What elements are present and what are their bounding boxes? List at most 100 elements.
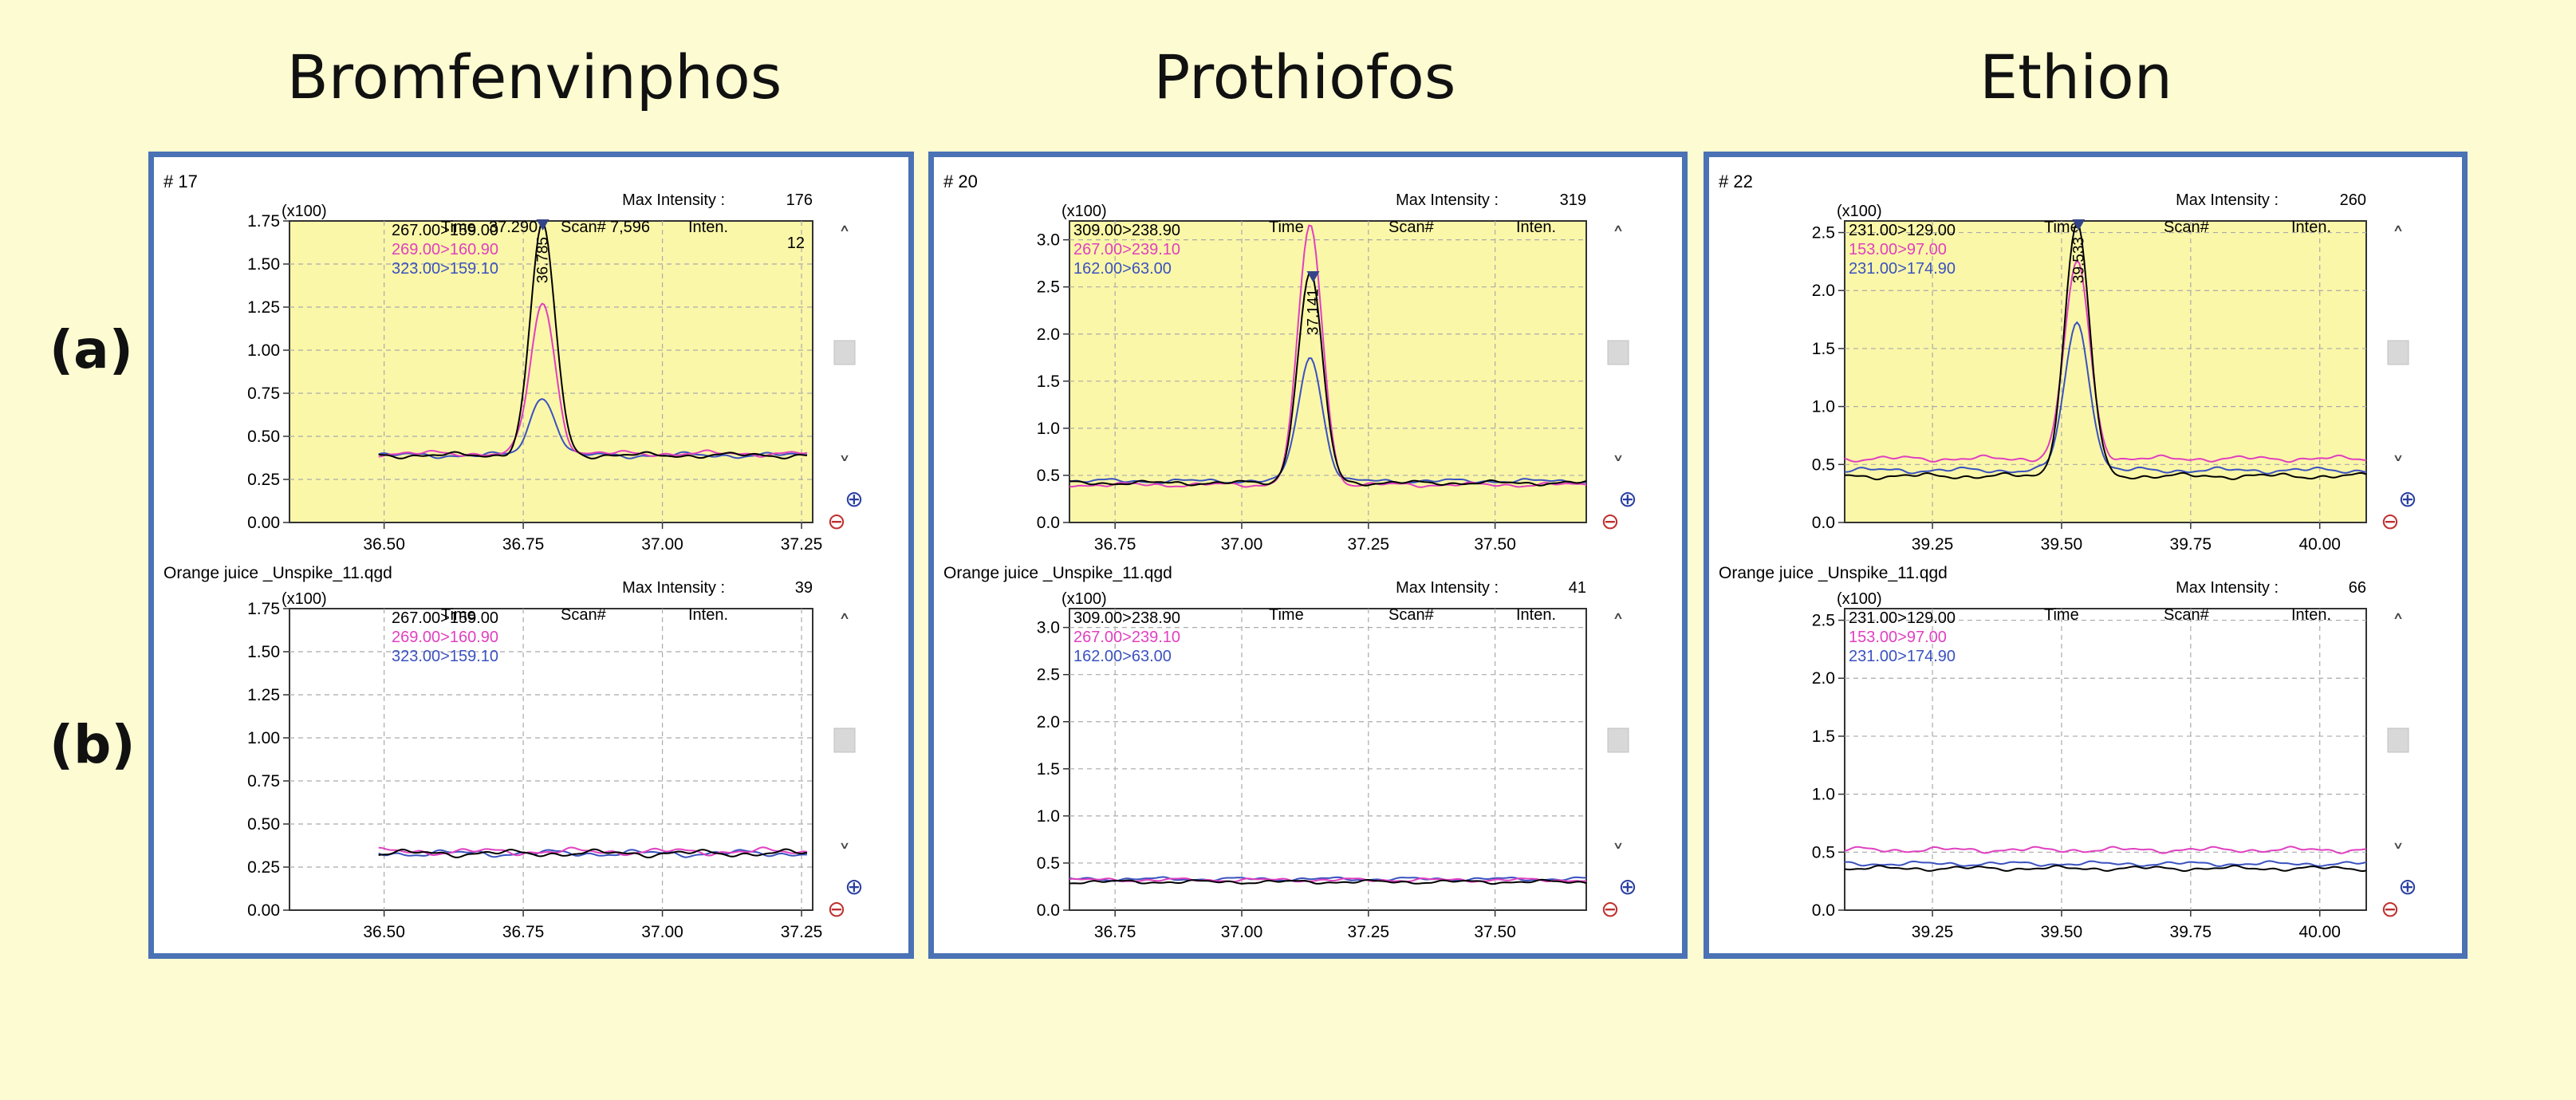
column-title-ethion: Ethion [1979,41,2172,112]
bromfenvinphos-a-scan-value: 7,596 [610,219,650,236]
ethion-a-scroll-thumb[interactable] [2387,340,2409,365]
prothiofos-a-multiplier: (x100) [1062,203,1107,220]
bromfenvinphos-a-zoom-in-icon[interactable]: ⊕ [845,486,863,512]
prothiofos-a-scroll-thumb[interactable] [1607,340,1629,365]
bromfenvinphos-b-zoom-in-icon[interactable]: ⊕ [845,873,863,900]
bromfenvinphos-b-xtick-label: 37.00 [641,923,683,941]
prothiofos-b-max-intensity-value: 41 [1569,579,1586,597]
prothiofos-a-xtick-label: 37.00 [1221,535,1263,554]
ethion-b-file-label: Orange juice _Unspike_11.qgd [1719,952,1948,953]
prothiofos-b-series-line-0 [1069,878,1587,885]
bromfenvinphos-b-xtick-label: 36.50 [363,923,405,941]
ethion-b-zoom-out-icon[interactable]: ⊖ [2381,896,2399,922]
ethion-b-plot-area [1844,608,2367,911]
prothiofos-b-ytick-label: 3.0 [1037,619,1060,637]
bromfenvinphos-b-scroll-thumb[interactable] [833,727,856,753]
bromfenvinphos-b-scroll-down-icon[interactable]: ˅ [839,841,851,869]
ethion-b-scroll-up-icon[interactable]: ˄ [2393,611,2405,639]
bromfenvinphos-a-time-value: 37.290 [489,219,538,236]
ethion-a-xtick-label: 39.50 [2041,535,2083,554]
row-label-b: (b) [49,714,136,775]
prothiofos-a-zoom-in-icon[interactable]: ⊕ [1618,486,1637,512]
ethion-a-zoom-in-icon[interactable]: ⊕ [2398,486,2416,512]
prothiofos-b-legend-entry: 162.00>63.00 [1073,648,1172,665]
ethion-a-peak-label: 39.533 [2070,237,2087,283]
prothiofos-a-zoom-out-icon[interactable]: ⊖ [1601,508,1619,534]
bromfenvinphos-b-max-intensity-label: Max Intensity : [622,579,725,597]
ethion-a-ytick-label: 2.5 [1812,224,1835,242]
prothiofos-b-max-intensity-label: Max Intensity : [1396,579,1499,597]
bromfenvinphos-b-zoom-out-icon[interactable]: ⊖ [827,896,845,922]
ethion-a-file-label: Orange juice _Unspike_11.qgd [1719,564,1948,582]
bromfenvinphos-b-scroll-up-icon[interactable]: ˄ [839,611,851,639]
ethion-a-ytick-label: 0.5 [1812,455,1835,474]
bromfenvinphos-a-multiplier: (x100) [282,203,327,220]
prothiofos-a-scroll-up-icon[interactable]: ˄ [1613,223,1625,251]
bromfenvinphos-a-ytick-label: 0.75 [247,384,280,403]
prothiofos-b-xtick-label: 37.00 [1221,923,1263,941]
ethion-b-scroll-down-icon[interactable]: ˅ [2393,841,2405,869]
prothiofos-a-peak-marker [1306,270,1320,282]
bromfenvinphos-a-xtick-label: 36.50 [363,535,405,554]
ethion-b-zoom-in-icon[interactable]: ⊕ [2398,873,2416,900]
prothiofos-a-plot-area [1069,220,1587,523]
prothiofos-a-scroll-down-icon[interactable]: ˅ [1613,453,1625,481]
bromfenvinphos-b-legend-entry: 323.00>159.10 [392,648,498,665]
bromfenvinphos-b-xtick-label: 36.75 [502,923,545,941]
prothiofos-a-max-intensity-label: Max Intensity : [1396,191,1499,209]
bromfenvinphos-a-zoom-out-icon[interactable]: ⊖ [827,508,845,534]
prothiofos-a-ytick-label: 0.0 [1037,514,1060,532]
ethion-a-inten-label: Inten. [2291,219,2331,236]
bromfenvinphos-a-scroll-thumb[interactable] [833,340,856,365]
ethion-a-xtick-label: 40.00 [2298,535,2341,554]
ethion-b-max-intensity-value: 66 [2349,579,2366,597]
prothiofos-a-ytick-label: 2.5 [1037,278,1060,297]
ethion-b-scan-label: Scan# [2164,606,2210,624]
prothiofos-b-ytick-label: 1.0 [1037,807,1060,826]
prothiofos-b-ytick-label: 0.0 [1037,901,1060,920]
prothiofos-b-scroll-up-icon[interactable]: ˄ [1613,611,1625,639]
prothiofos-a-header: # 20 [943,172,978,191]
ethion-a-ytick-label: 1.0 [1812,398,1835,416]
bromfenvinphos-b-ytick-label: 0.75 [247,772,280,791]
ethion-a-zoom-out-icon[interactable]: ⊖ [2381,508,2399,534]
bromfenvinphos-a-scroll-up-icon[interactable]: ˄ [839,223,851,251]
ethion-b-ytick-label: 0.5 [1812,843,1835,861]
bromfenvinphos-a-ytick-label: 0.00 [247,514,280,532]
ethion-b-ytick-label: 1.5 [1812,727,1835,746]
prothiofos-a-scan-label: Scan# [1388,219,1435,236]
prothiofos-b-xtick-label: 36.75 [1094,923,1136,941]
ethion-a-scroll-down-icon[interactable]: ˅ [2393,453,2405,481]
ethion-a-series-line-0 [1844,221,2367,481]
ethion-a-time-label: Time [2044,219,2079,236]
ethion-b-legend-entry: 153.00>97.00 [1849,629,1947,646]
bromfenvinphos-a-ytick-label: 1.00 [247,341,280,360]
ethion-a-peak-marker [2072,219,2086,231]
ethion-b-scroll-thumb[interactable] [2387,727,2409,753]
bromfenvinphos-a-ytick-label: 0.50 [247,428,280,446]
ethion-a-ytick-label: 1.5 [1812,340,1835,358]
bromfenvinphos-a-time-label: Time [441,219,476,236]
ethion-a-xtick-label: 39.75 [2170,535,2212,554]
bromfenvinphos-a-scroll-down-icon[interactable]: ˅ [839,453,851,481]
prothiofos-a-peak-label: 37.141 [1306,289,1322,335]
panel-ethion: # 22 (x100) Max Intensity : 260 0.0 0.5 1.0 1.5… [1704,152,2468,959]
prothiofos-b-zoom-in-icon[interactable]: ⊕ [1618,873,1637,900]
bromfenvinphos-a-peak-label: 36.785 [535,237,552,283]
panel-prothiofos: # 20 (x100) Max Intensity : 319 0.0 0.5 1.0 1.5… [928,152,1688,959]
ethion-b-series-line-2 [1844,860,2367,868]
bromfenvinphos-b-legend-entry: 269.00>160.90 [392,629,498,646]
prothiofos-b-scroll-thumb[interactable] [1607,727,1629,753]
bromfenvinphos-b-series-line-1 [378,846,808,857]
ethion-a-legend-entry: 231.00>174.90 [1849,260,1956,278]
ethion-a-scroll-up-icon[interactable]: ˄ [2393,223,2405,251]
prothiofos-b-scroll-down-icon[interactable]: ˅ [1613,841,1625,869]
chart-svg-bromfenvinphos: # 17 (x100) Max Intensity : 176 0.00 0.25 0.50… [163,172,864,941]
column-title-prothiofos: Prothiofos [1153,41,1456,112]
prothiofos-b-zoom-out-icon[interactable]: ⊖ [1601,896,1619,922]
bromfenvinphos-a-max-intensity-value: 176 [786,191,813,209]
prothiofos-a-ytick-label: 3.0 [1037,231,1060,250]
prothiofos-b-multiplier: (x100) [1062,590,1107,608]
bromfenvinphos-b-series-line-0 [378,848,808,859]
ethion-b-series-line-0 [1844,865,2367,873]
